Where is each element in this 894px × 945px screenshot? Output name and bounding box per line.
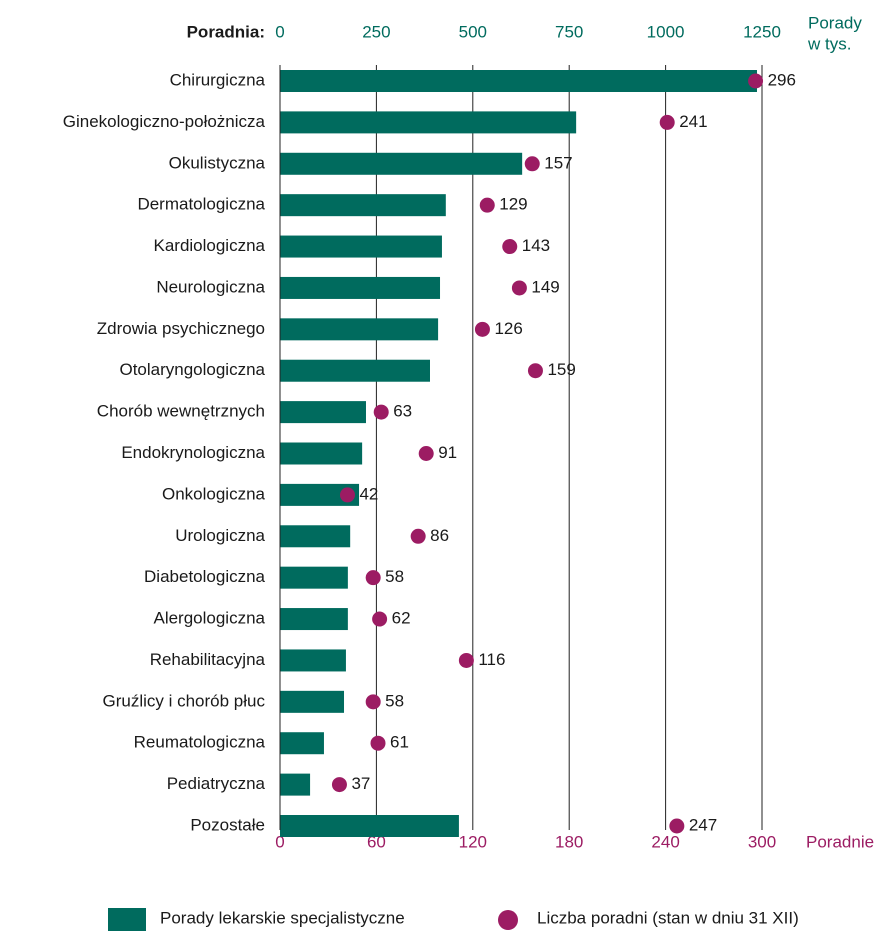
data-label: 37 bbox=[351, 774, 370, 793]
dot bbox=[474, 321, 490, 337]
x-tick-label: 1250 bbox=[743, 22, 781, 41]
data-label: 126 bbox=[494, 319, 522, 338]
dot bbox=[331, 777, 347, 793]
x2-axis-label: Poradnie bbox=[806, 832, 874, 851]
y-tick-label: Kardiologiczna bbox=[153, 236, 265, 255]
dot bbox=[339, 487, 355, 503]
y-tick-label: Neurologiczna bbox=[156, 277, 265, 296]
bar bbox=[280, 442, 363, 465]
dot bbox=[479, 197, 495, 213]
y-tick-label: Alergologiczna bbox=[153, 609, 265, 628]
data-label: 129 bbox=[499, 195, 527, 214]
x2-tick-label: 300 bbox=[748, 832, 776, 851]
x-tick-label: 1000 bbox=[647, 22, 685, 41]
bar bbox=[280, 70, 757, 92]
y-tick-label: Pediatryczna bbox=[167, 774, 266, 793]
y-tick-label: Onkologiczna bbox=[162, 484, 266, 503]
x-tick-label: 750 bbox=[555, 22, 583, 41]
dot bbox=[511, 280, 527, 296]
y-tick-label: Urologiczna bbox=[175, 526, 265, 545]
dot bbox=[524, 156, 540, 172]
dot bbox=[458, 652, 474, 668]
dot bbox=[370, 735, 386, 751]
x-axis-label: Porady bbox=[808, 13, 862, 32]
dot bbox=[527, 363, 543, 379]
y-tick-label: Chorób wewnętrznych bbox=[97, 402, 265, 421]
bar bbox=[280, 359, 430, 382]
x-tick-label: 500 bbox=[459, 22, 487, 41]
y-tick-label: Endokrynologiczna bbox=[121, 443, 265, 462]
x2-tick-label: 240 bbox=[651, 832, 679, 851]
y-tick-label: Okulistyczna bbox=[169, 153, 266, 172]
x2-tick-label: 0 bbox=[275, 832, 284, 851]
legend-swatch bbox=[498, 910, 518, 930]
data-label: 58 bbox=[385, 691, 404, 710]
dot bbox=[659, 114, 675, 130]
data-label: 241 bbox=[679, 112, 707, 131]
y-tick-label: Chirurgiczna bbox=[170, 70, 266, 89]
data-label: 61 bbox=[390, 733, 409, 752]
bar bbox=[280, 566, 348, 589]
x-tick-label: 250 bbox=[362, 22, 390, 41]
legend-swatch bbox=[108, 908, 146, 931]
y-tick-label: Dermatologiczna bbox=[137, 195, 265, 214]
x2-tick-label: 60 bbox=[367, 832, 386, 851]
bar bbox=[280, 111, 577, 134]
data-label: 247 bbox=[689, 815, 717, 834]
y-tick-label: Gruźlicy i chorób płuc bbox=[102, 691, 265, 710]
y-tick-label: Ginekologiczno-położnicza bbox=[63, 112, 266, 131]
x2-tick-label: 180 bbox=[555, 832, 583, 851]
data-label: 116 bbox=[478, 650, 505, 669]
dot bbox=[365, 570, 381, 586]
dot bbox=[373, 404, 389, 420]
data-label: 157 bbox=[544, 153, 572, 172]
data-label: 149 bbox=[531, 277, 559, 296]
data-label: 63 bbox=[393, 402, 412, 421]
bar bbox=[280, 608, 348, 631]
bar bbox=[280, 401, 366, 424]
bar bbox=[280, 276, 441, 299]
bar bbox=[280, 773, 311, 796]
legend-label: Porady lekarskie specjalistyczne bbox=[160, 908, 405, 927]
dot bbox=[669, 818, 685, 834]
y-tick-label: Otolaryngologiczna bbox=[119, 360, 265, 379]
x-axis-label: w tys. bbox=[807, 34, 851, 53]
bar bbox=[280, 690, 345, 713]
dot bbox=[418, 446, 434, 461]
y-tick-label: Rehabilitacyjna bbox=[150, 650, 266, 669]
data-label: 143 bbox=[522, 236, 550, 255]
bar bbox=[280, 732, 324, 755]
bar bbox=[280, 525, 351, 548]
data-label: 296 bbox=[768, 70, 796, 89]
bar bbox=[280, 152, 523, 175]
data-label: 58 bbox=[385, 567, 404, 586]
y-tick-label: Diabetologiczna bbox=[144, 567, 266, 586]
data-label: 42 bbox=[359, 484, 378, 503]
bar bbox=[280, 483, 360, 506]
data-label: 62 bbox=[392, 609, 411, 628]
dot bbox=[748, 73, 764, 89]
bar bbox=[280, 194, 446, 217]
data-label: 91 bbox=[438, 443, 457, 462]
data-label: 86 bbox=[430, 526, 449, 545]
y-tick-label: Reumatologiczna bbox=[134, 733, 266, 752]
dot bbox=[410, 528, 426, 544]
data-label: 159 bbox=[547, 360, 575, 379]
y-title: Poradnia: bbox=[187, 22, 265, 41]
y-tick-label: Pozostałe bbox=[190, 815, 265, 834]
dot bbox=[365, 694, 381, 710]
legend-label: Liczba poradni (stan w dniu 31 XII) bbox=[537, 908, 799, 927]
bar bbox=[280, 649, 346, 672]
dot bbox=[372, 611, 388, 627]
x-tick-label: 0 bbox=[275, 22, 284, 41]
dot bbox=[502, 239, 518, 255]
x2-tick-label: 120 bbox=[459, 832, 487, 851]
bar bbox=[280, 318, 439, 341]
y-tick-label: Zdrowia psychicznego bbox=[97, 319, 265, 338]
bar bbox=[280, 235, 442, 258]
bar bbox=[280, 815, 459, 837]
